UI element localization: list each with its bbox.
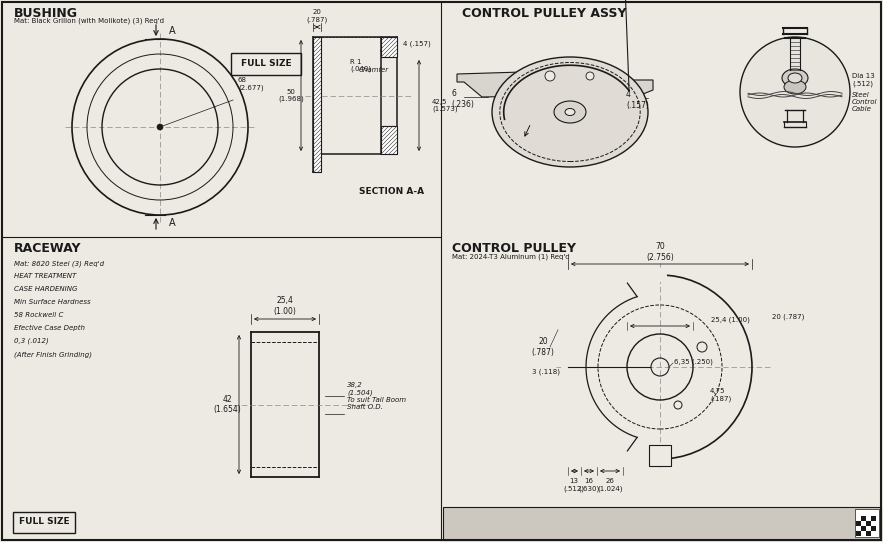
Text: CONTROL PULLEY: CONTROL PULLEY xyxy=(452,242,576,255)
Text: A: A xyxy=(169,218,176,228)
Text: FULL SIZE: FULL SIZE xyxy=(19,518,69,526)
Text: R 1
(.040): R 1 (.040) xyxy=(350,59,371,73)
Polygon shape xyxy=(856,521,861,526)
Text: 25,4
(1.00): 25,4 (1.00) xyxy=(274,296,297,315)
Text: SECTION A-A: SECTION A-A xyxy=(359,187,425,196)
Text: FURIA HELI: FURIA HELI xyxy=(552,517,648,532)
Polygon shape xyxy=(457,72,653,97)
Text: 13
(.512): 13 (.512) xyxy=(563,478,585,492)
Polygon shape xyxy=(443,507,881,540)
Text: CASE HARDENING: CASE HARDENING xyxy=(14,286,78,292)
Polygon shape xyxy=(861,526,866,531)
Text: COPTER: COPTER xyxy=(636,517,704,532)
Ellipse shape xyxy=(788,73,802,83)
Circle shape xyxy=(586,72,594,80)
Polygon shape xyxy=(649,445,671,466)
Text: 68
(2.677): 68 (2.677) xyxy=(238,78,264,91)
Polygon shape xyxy=(313,37,321,172)
Text: Mat: 8620 Steel (3) Req'd: Mat: 8620 Steel (3) Req'd xyxy=(14,260,104,267)
Polygon shape xyxy=(871,516,876,521)
Text: 38,2
(1.504)
To suit Tail Boom
Shaft O.D.: 38,2 (1.504) To suit Tail Boom Shaft O.D… xyxy=(347,383,406,410)
Polygon shape xyxy=(871,526,876,531)
Polygon shape xyxy=(866,521,871,526)
Text: © Copyright 2001: © Copyright 2001 xyxy=(720,515,783,521)
Text: (After Finish Grinding): (After Finish Grinding) xyxy=(14,351,92,358)
Ellipse shape xyxy=(554,101,586,123)
Text: Dia 13
(.512): Dia 13 (.512) xyxy=(852,73,875,87)
Text: 50
(1.968): 50 (1.968) xyxy=(278,89,304,102)
Text: 4,75
(.187): 4,75 (.187) xyxy=(710,388,731,402)
Circle shape xyxy=(157,124,163,130)
Text: FULL SIZE: FULL SIZE xyxy=(741,518,791,526)
Text: 4
(.157): 4 (.157) xyxy=(626,91,649,109)
Text: 58 Rockwell C: 58 Rockwell C xyxy=(14,312,64,318)
Text: Efective Case Depth: Efective Case Depth xyxy=(14,325,85,331)
Text: 0,3 (.012): 0,3 (.012) xyxy=(14,338,49,345)
Text: A: A xyxy=(169,26,176,36)
Text: BUSHING: BUSHING xyxy=(14,7,78,20)
Text: 6,35 (.250): 6,35 (.250) xyxy=(674,359,713,365)
Text: FULL SIZE: FULL SIZE xyxy=(241,60,291,68)
Text: RACEWAY: RACEWAY xyxy=(14,242,81,255)
Polygon shape xyxy=(381,37,397,57)
Text: 42
(1.654): 42 (1.654) xyxy=(213,395,241,414)
Polygon shape xyxy=(866,531,871,536)
Polygon shape xyxy=(861,516,866,521)
Ellipse shape xyxy=(782,69,808,87)
Ellipse shape xyxy=(492,57,648,167)
Polygon shape xyxy=(381,126,397,154)
Text: Min Surface Hardness: Min Surface Hardness xyxy=(14,299,91,305)
Polygon shape xyxy=(856,531,861,536)
Text: 26
(1.024): 26 (1.024) xyxy=(597,478,623,492)
Text: 20
(.787): 20 (.787) xyxy=(532,337,555,357)
Text: 4 (.157): 4 (.157) xyxy=(403,41,431,47)
Text: Plans Delivery.com: Plans Delivery.com xyxy=(450,515,516,521)
Ellipse shape xyxy=(784,80,806,94)
Text: 20 (.787): 20 (.787) xyxy=(772,314,804,320)
Circle shape xyxy=(740,37,850,147)
Text: 16
(.630): 16 (.630) xyxy=(578,478,600,492)
Circle shape xyxy=(545,71,555,81)
Text: Chamfer: Chamfer xyxy=(359,67,389,73)
Polygon shape xyxy=(855,509,879,537)
Text: 25,4 (1.00): 25,4 (1.00) xyxy=(711,317,750,323)
Text: Mat: 2024-T3 Aluminum (1) Req'd: Mat: 2024-T3 Aluminum (1) Req'd xyxy=(452,253,570,260)
Text: CONTROL PULLEY ASSY: CONTROL PULLEY ASSY xyxy=(462,7,627,20)
Text: 3 (.118): 3 (.118) xyxy=(532,369,560,375)
Ellipse shape xyxy=(565,108,575,115)
Text: 20
(.787): 20 (.787) xyxy=(306,9,328,23)
Text: 6
(.236): 6 (.236) xyxy=(451,89,474,109)
Text: 42,5
(1.573): 42,5 (1.573) xyxy=(432,99,457,112)
Text: 70
(2.756): 70 (2.756) xyxy=(646,242,674,262)
Text: Steel
Control
Cable: Steel Control Cable xyxy=(852,92,878,112)
Text: HEAT TREATMENT: HEAT TREATMENT xyxy=(14,273,76,279)
Text: Ross Durana: Ross Durana xyxy=(810,515,854,521)
Text: Mat: Black Grillon (with Molikote) (3) Req'd: Mat: Black Grillon (with Molikote) (3) R… xyxy=(14,17,164,23)
